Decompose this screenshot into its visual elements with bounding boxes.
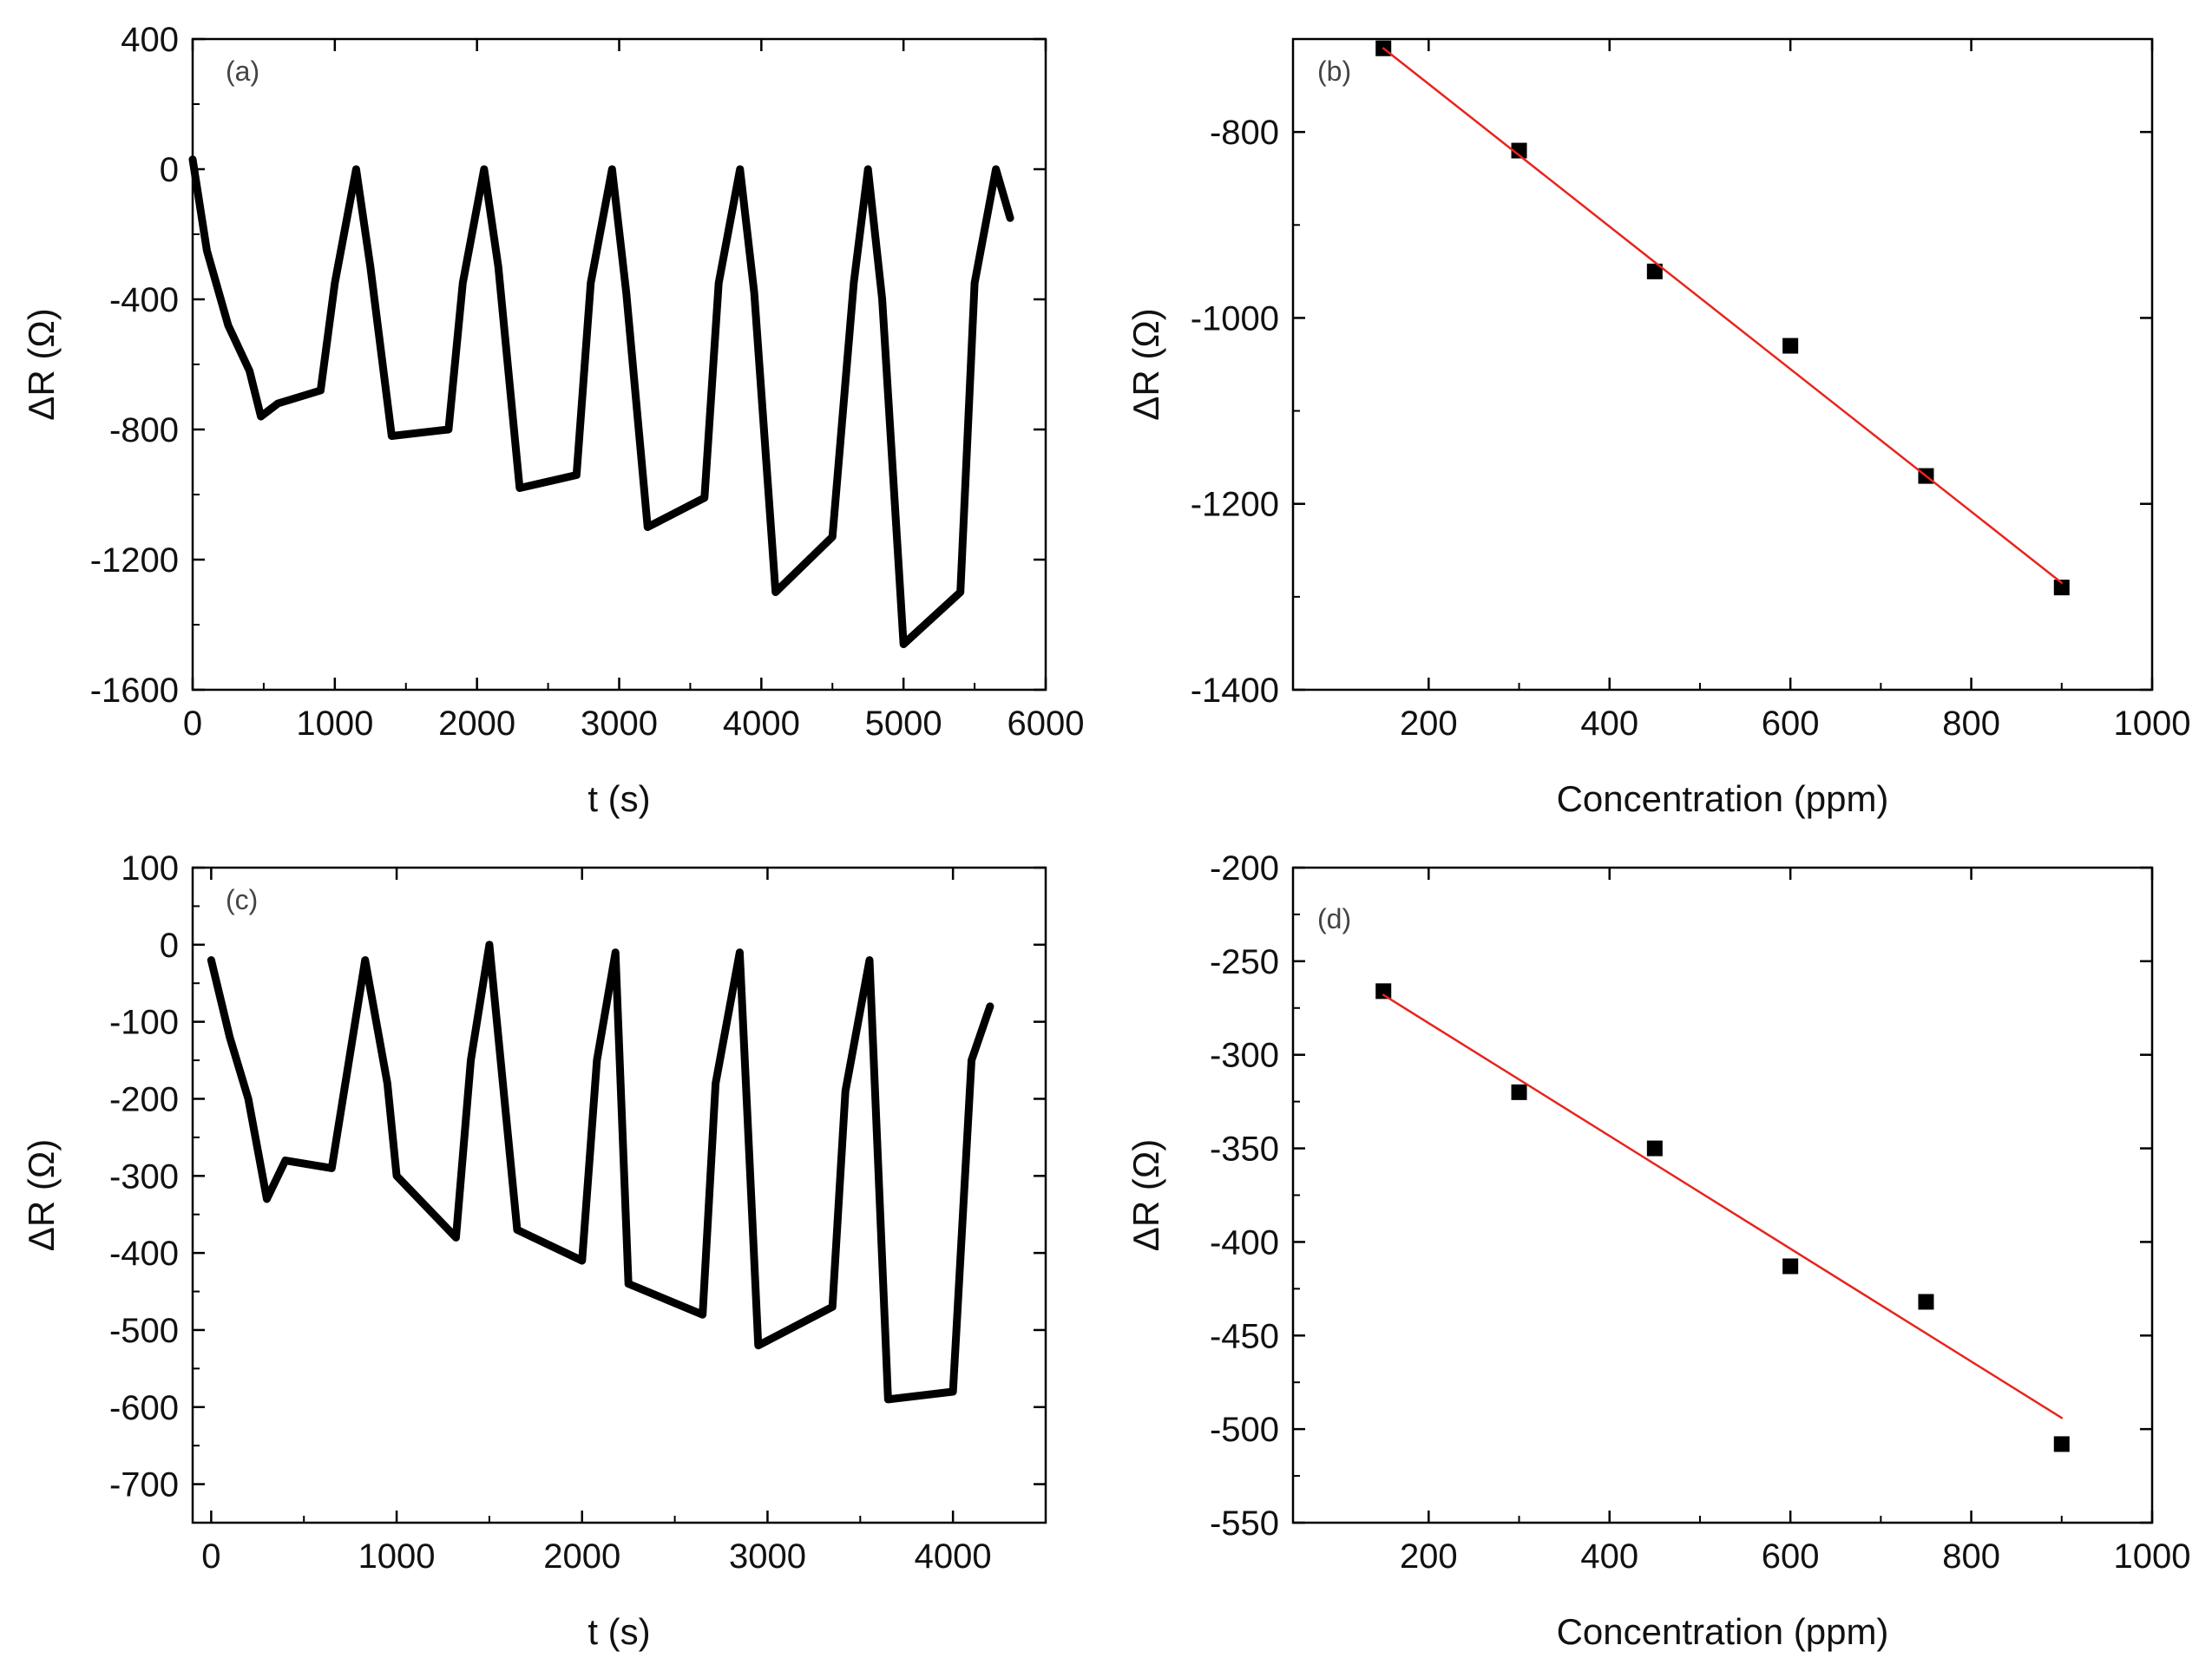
y-tick-label-c-0: -700	[109, 1466, 179, 1504]
x-tick-label-b-3: 800	[1942, 705, 2000, 743]
panel-label-c: (c)	[226, 884, 258, 915]
y-tick-label-c-4: -300	[109, 1157, 179, 1196]
panel-a: 0 1000 2000 3000 4000 5000 6000-1600-1200-800-…	[21, 21, 1084, 819]
plot-frame-b	[1291, 37, 2154, 692]
y-tick-label-d-5: -300	[1210, 1037, 1279, 1075]
y-tick-label-d-4: -350	[1210, 1131, 1279, 1169]
y-tick-label-c-1: -600	[109, 1389, 179, 1427]
y-axis-title-d: ΔR (Ω)	[1126, 1139, 1166, 1251]
data-point-d-5	[2053, 1436, 2070, 1452]
x-tick-label-a-5: 5000	[865, 705, 942, 743]
series-line-c-0	[207, 941, 994, 1404]
x-tick-label-a-2: 2000	[438, 705, 515, 743]
series-line-b-1	[1382, 47, 2064, 585]
x-tick-label-a-3: 3000	[581, 705, 658, 743]
y-tick-label-a-2: -800	[109, 411, 179, 449]
panel-d: 200 400 600 800 1000 -550 -500 -450 -400 -350 -300…	[1126, 849, 2190, 1652]
y-axis-title-a: ΔR (Ω)	[21, 308, 62, 420]
x-tick-label-b-0: 200	[1400, 705, 1458, 743]
series-line-d-1	[1382, 993, 2064, 1419]
x-tick-label-a-6: 6000	[1008, 705, 1085, 743]
data-point-d-1	[1511, 1084, 1527, 1100]
panel-label-a: (a)	[226, 56, 259, 87]
y-tick-label-a-0: -1600	[90, 672, 179, 710]
y-tick-label-b-3: -800	[1210, 114, 1279, 152]
x-tick-label-d-1: 400	[1580, 1537, 1638, 1576]
y-axis-title-c: ΔR (Ω)	[21, 1139, 62, 1251]
x-tick-label-c-2: 2000	[543, 1537, 620, 1576]
x-tick-label-d-2: 600	[1762, 1537, 1820, 1576]
x-tick-label-d-4: 1000	[2114, 1537, 2191, 1576]
y-tick-label-c-3: -400	[109, 1235, 179, 1273]
y-tick-label-d-2: -450	[1210, 1317, 1279, 1355]
plot-frame-d	[1291, 866, 2154, 1524]
y-tick-label-c-5: -200	[109, 1080, 179, 1118]
y-tick-label-d-0: -550	[1210, 1504, 1279, 1543]
x-tick-label-a-1: 1000	[296, 705, 373, 743]
data-point-d-2	[1646, 1140, 1663, 1157]
x-axis-title-d: Concentration (ppm)	[1557, 1611, 1889, 1652]
x-tick-label-c-3: 3000	[729, 1537, 806, 1576]
x-tick-label-c-4: 4000	[915, 1537, 992, 1576]
y-tick-label-d-7: -200	[1210, 849, 1279, 888]
y-tick-label-b-0: -1400	[1191, 672, 1279, 710]
y-tick-label-c-6: -100	[109, 1004, 179, 1042]
x-axis-title-c: t (s)	[587, 1611, 650, 1652]
x-tick-label-b-1: 400	[1580, 705, 1638, 743]
x-axis-title-a: t (s)	[587, 778, 650, 819]
x-tick-label-a-0: 0	[183, 705, 202, 743]
series-line-a-0	[188, 155, 1014, 648]
x-axis-title-b: Concentration (ppm)	[1557, 778, 1889, 819]
y-tick-label-a-1: -1200	[90, 541, 179, 580]
data-point-d-0	[1375, 983, 1392, 1000]
panel-label-d: (d)	[1317, 903, 1351, 934]
x-tick-label-b-2: 600	[1762, 705, 1820, 743]
y-tick-label-d-6: -250	[1210, 943, 1279, 981]
y-axis-title-b: ΔR (Ω)	[1126, 308, 1166, 420]
y-tick-label-b-1: -1200	[1191, 486, 1279, 524]
y-tick-label-c-8: 100	[121, 849, 179, 888]
y-tick-label-d-3: -400	[1210, 1223, 1279, 1262]
panel-label-b: (b)	[1317, 56, 1351, 87]
y-tick-label-c-7: 0	[160, 927, 179, 965]
x-tick-label-d-0: 200	[1400, 1537, 1458, 1576]
data-point-d-4	[1918, 1294, 1934, 1310]
data-point-b-3	[1782, 338, 1799, 354]
data-point-b-1	[1511, 142, 1527, 159]
y-tick-label-d-1: -500	[1210, 1411, 1279, 1449]
data-point-b-2	[1646, 263, 1663, 279]
panel-c: 0 1000 2000 3000 4000-700-600-500-400-300-20…	[21, 849, 1047, 1652]
x-tick-label-c-1: 1000	[358, 1537, 436, 1576]
data-point-d-3	[1782, 1258, 1799, 1275]
y-tick-label-b-2: -1000	[1191, 299, 1279, 338]
x-tick-label-d-3: 800	[1942, 1537, 2000, 1576]
x-tick-label-c-0: 0	[201, 1537, 220, 1576]
y-tick-label-a-3: -400	[109, 281, 179, 319]
plot-frame-c	[191, 866, 1047, 1524]
x-tick-label-a-4: 4000	[723, 705, 800, 743]
y-tick-label-c-2: -500	[109, 1312, 179, 1350]
y-tick-label-a-5: 400	[121, 21, 179, 59]
y-tick-label-a-4: 0	[160, 151, 179, 189]
x-tick-label-b-4: 1000	[2114, 705, 2191, 743]
panel-b: 200 400 600 800 1000 -1400 -1200 -1000 -800 Conce…	[1126, 37, 2191, 819]
data-point-b-5	[2053, 580, 2070, 596]
